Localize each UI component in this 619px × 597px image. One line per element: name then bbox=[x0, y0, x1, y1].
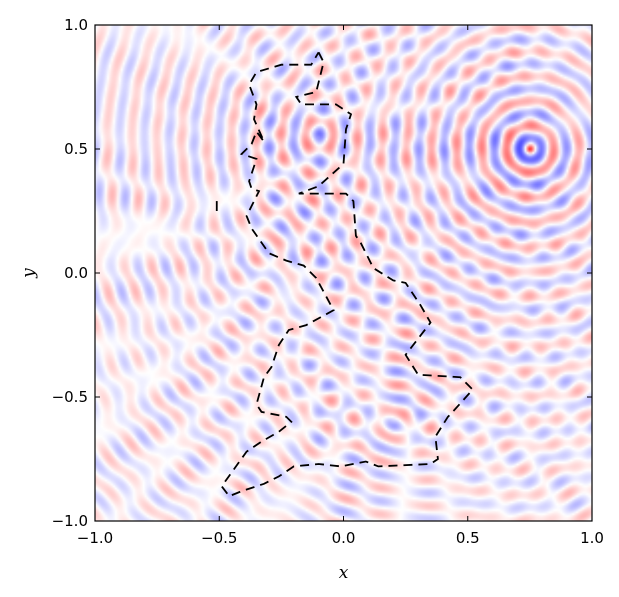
y-tick-label: −1.0 bbox=[52, 512, 88, 530]
y-tick-label: 0.5 bbox=[64, 140, 88, 158]
x-tick-label: 0.0 bbox=[332, 529, 356, 547]
x-tick-label: 0.5 bbox=[456, 529, 480, 547]
x-axis-label: x bbox=[339, 563, 349, 583]
y-tick-label: 0.0 bbox=[64, 264, 88, 282]
boundary-layer bbox=[215, 51, 474, 498]
ticks-layer bbox=[94, 24, 593, 522]
boundary-outline bbox=[220, 51, 474, 498]
y-tick-label: −0.5 bbox=[52, 388, 88, 406]
x-tick-label: −0.5 bbox=[201, 529, 237, 547]
y-axis-label: y bbox=[19, 268, 39, 279]
x-tick-label: −1.0 bbox=[77, 529, 113, 547]
wave-field-heatmap bbox=[95, 25, 592, 521]
x-tick-label: 1.0 bbox=[580, 529, 604, 547]
labels-layer: −1.0 −0.5 0.0 0.5 1.0 −1.0 −0.5 0.0 0.5 1.0 x y bbox=[19, 16, 604, 583]
y-tick-label: 1.0 bbox=[64, 16, 88, 34]
